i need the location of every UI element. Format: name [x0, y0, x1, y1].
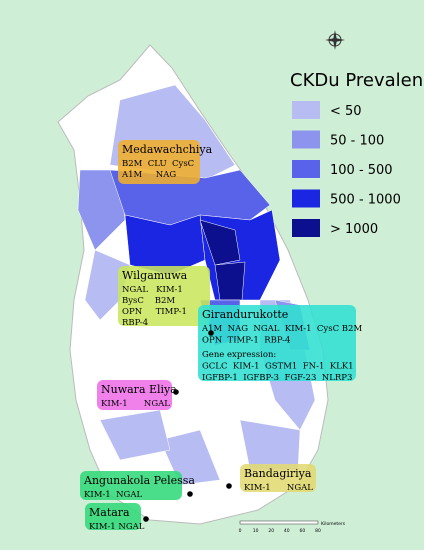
legend-label: 500 - 1000: [330, 193, 401, 208]
legend-swatch: [292, 101, 320, 119]
site-box: [240, 464, 316, 492]
legend-swatch: [292, 219, 320, 237]
site-name: Wilgamuwa: [122, 269, 188, 282]
region: [77, 169, 126, 251]
scale-unit: Kilometers: [321, 521, 346, 527]
site-box: [80, 471, 182, 500]
scale-bar-band: [239, 520, 319, 525]
site-box: [118, 140, 200, 184]
site-name: Angunakola Pelessa: [83, 474, 195, 487]
scale-tick-label: 10: [253, 528, 259, 534]
site-dot: [187, 491, 193, 497]
site-marker-line: BysC B2M: [122, 296, 175, 306]
site-dot: [208, 330, 214, 336]
site-name: Girandurukotte: [202, 308, 288, 321]
site-callout: Girandurukotte A1M NAG NGAL KIM-1 CysC B2…: [198, 305, 362, 383]
legend-swatch: [292, 130, 320, 149]
legend-title: CKDu Prevalence: [290, 70, 424, 91]
site-marker-line: B2M CLU CysC: [122, 159, 194, 169]
site-marker-line: A1M NAG NGAL KIM-1 CysC B2M: [201, 324, 362, 334]
site-marker-line: A1M NAG: [121, 170, 176, 180]
region: [199, 219, 241, 266]
legend-label: < 50: [330, 104, 362, 119]
site-marker-line: RBP-4: [122, 318, 148, 328]
site-name: Bandagiriya: [244, 467, 312, 480]
scale-tick-label: 80: [315, 528, 321, 534]
site-marker-line: GCLC KIM-1 GSTM1 FN-1 KLK1: [202, 362, 354, 372]
scale-tick-label: 40: [284, 528, 290, 534]
site-box: [118, 266, 210, 326]
site-box: [198, 305, 356, 381]
site-box: [85, 503, 141, 530]
scale-tick-label: 0: [239, 528, 242, 534]
site-marker-line: NGAL KIM-1: [122, 285, 183, 295]
site-callout: Angunakola Pelessa KIM-1 NGAL: [80, 471, 195, 500]
site-callout: Matara KIM-1 NGAL: [85, 503, 149, 532]
legend-swatch: [292, 160, 320, 178]
legend-label: 50 - 100: [330, 134, 384, 149]
site-marker-line: OPN TIMP-1 RBP-4: [202, 336, 290, 346]
scale-tick-label: 60: [300, 528, 306, 534]
site-marker-line: KIM-1 NGAL: [244, 483, 313, 493]
legend-label: 100 - 500: [330, 163, 393, 178]
site-name: Nuwara Eliya: [101, 383, 177, 396]
site-dot: [226, 483, 232, 489]
site-marker-line: IGFBP-1 IGFBP-3 FGF-23 NLRP3: [202, 373, 352, 383]
site-callout: Bandagiriya KIM-1 NGAL: [226, 464, 316, 493]
legend-label: > 1000: [330, 222, 378, 237]
site-marker-line: KIM-1 NGAL: [84, 490, 142, 500]
compass-star: [325, 30, 345, 50]
site-marker-line: OPN TIMP-1: [122, 307, 187, 317]
site-name: Medawachchiya: [122, 143, 213, 156]
scale-tick-label: 20: [268, 528, 274, 534]
compass: [325, 30, 345, 50]
site-marker-line: KIM-1 NGAL: [89, 522, 145, 532]
region: [99, 409, 171, 461]
site-dot: [173, 389, 179, 395]
site-box: [97, 380, 172, 410]
site-marker-line: Gene expression:: [202, 350, 276, 360]
site-name: Matara: [89, 506, 130, 519]
region: [84, 249, 131, 321]
site-dot: [143, 516, 149, 522]
site-marker-line: KIM-1 NGAL: [101, 399, 170, 409]
site-callout: Nuwara Eliya KIM-1 NGAL: [97, 380, 179, 410]
region: [214, 261, 246, 301]
legend-swatch: [292, 189, 320, 208]
